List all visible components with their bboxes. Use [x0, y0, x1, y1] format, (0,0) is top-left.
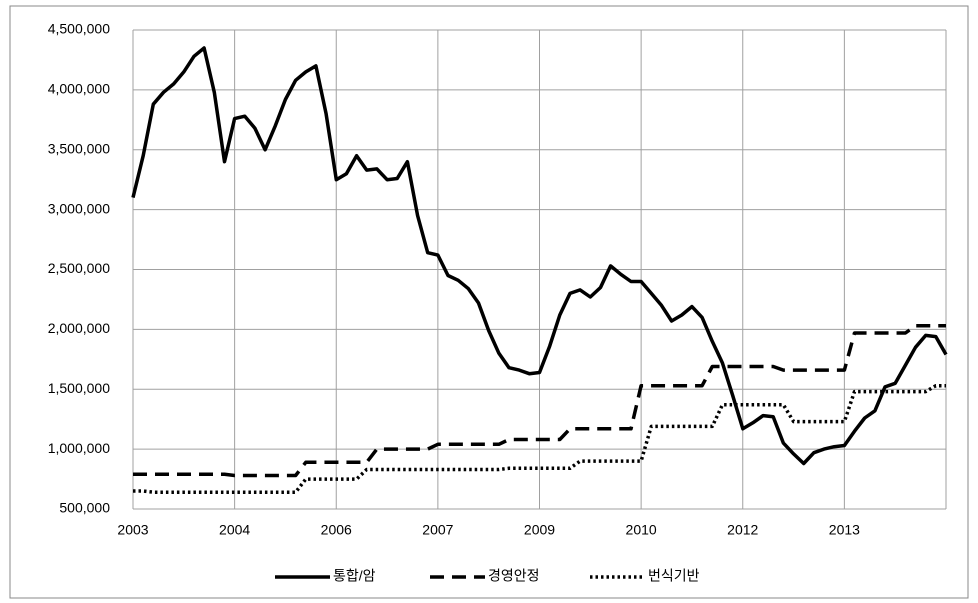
y-tick-label: 4,000,000	[48, 81, 110, 97]
legend-label: 통합/암	[333, 568, 376, 584]
y-tick-label: 2,500,000	[48, 260, 110, 276]
series-line	[133, 383, 946, 494]
x-tick-label: 2013	[829, 522, 860, 538]
y-tick-label: 2,000,000	[48, 320, 110, 336]
y-tick-label: 4,500,000	[48, 21, 110, 37]
x-tick-label: 2006	[321, 522, 352, 538]
legend-label: 번식기반	[648, 568, 700, 584]
legend-label: 경영안정	[488, 568, 540, 584]
y-tick-label: 3,000,000	[48, 200, 110, 216]
y-tick-label: 3,500,000	[48, 140, 110, 156]
y-tick-label: 500,000	[59, 500, 110, 516]
series-line	[131, 46, 948, 466]
y-tick-label: 1,000,000	[48, 440, 110, 456]
y-tick-label: 1,500,000	[48, 380, 110, 396]
x-tick-label: 2009	[524, 522, 555, 538]
x-tick-label: 2004	[219, 522, 250, 538]
x-tick-label: 2003	[117, 522, 148, 538]
x-tick-label: 2010	[626, 522, 657, 538]
chart-frame	[9, 5, 969, 599]
x-tick-label: 2012	[727, 522, 758, 538]
x-tick-label: 2007	[422, 522, 453, 538]
series-line	[133, 324, 946, 478]
